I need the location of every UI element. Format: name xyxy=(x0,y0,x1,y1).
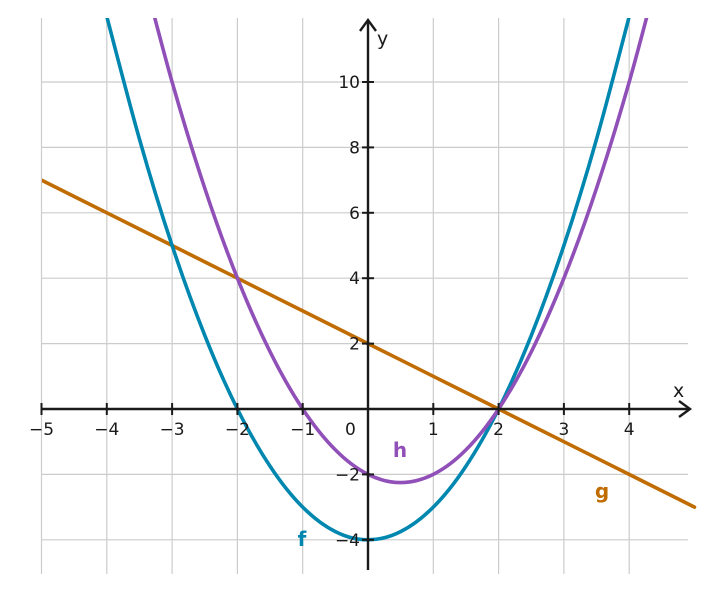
series-f-label: f xyxy=(298,527,307,551)
ticks: −5 −4 −3 −2 −1 1 2 3 4 −4 −2 2 4 6 8 10 xyxy=(29,73,635,551)
x-tick-label: −2 xyxy=(225,420,250,440)
y-tick-label: 2 xyxy=(349,335,360,355)
y-axis-arrow-icon xyxy=(359,17,377,32)
x-tick-label: 3 xyxy=(558,420,569,440)
origin-label: 0 xyxy=(345,420,356,440)
x-tick-label: 2 xyxy=(493,420,504,440)
y-tick-label: −4 xyxy=(335,531,360,551)
y-tick-label: 4 xyxy=(349,269,360,289)
axes: x y 0 xyxy=(42,17,693,570)
grid xyxy=(40,18,688,574)
x-axis-title: x xyxy=(673,380,684,402)
x-tick-label: −5 xyxy=(29,420,54,440)
y-tick-label: 10 xyxy=(338,73,360,93)
x-tick-label: −4 xyxy=(94,420,119,440)
x-tick-label: 1 xyxy=(428,420,439,440)
series-h-line xyxy=(152,18,649,485)
series-g-label: g xyxy=(595,479,609,503)
x-tick-label: 4 xyxy=(624,420,635,440)
x-axis-arrow-icon xyxy=(678,400,693,418)
y-tick-label: 6 xyxy=(349,204,360,224)
curve-labels: f g h xyxy=(298,438,610,551)
y-tick-label: −2 xyxy=(335,465,360,485)
y-tick-label: 8 xyxy=(349,138,360,158)
y-axis-title: y xyxy=(377,28,388,50)
series-h-label: h xyxy=(393,438,407,462)
x-tick-label: −1 xyxy=(290,420,315,440)
x-tick-label: −3 xyxy=(160,420,185,440)
